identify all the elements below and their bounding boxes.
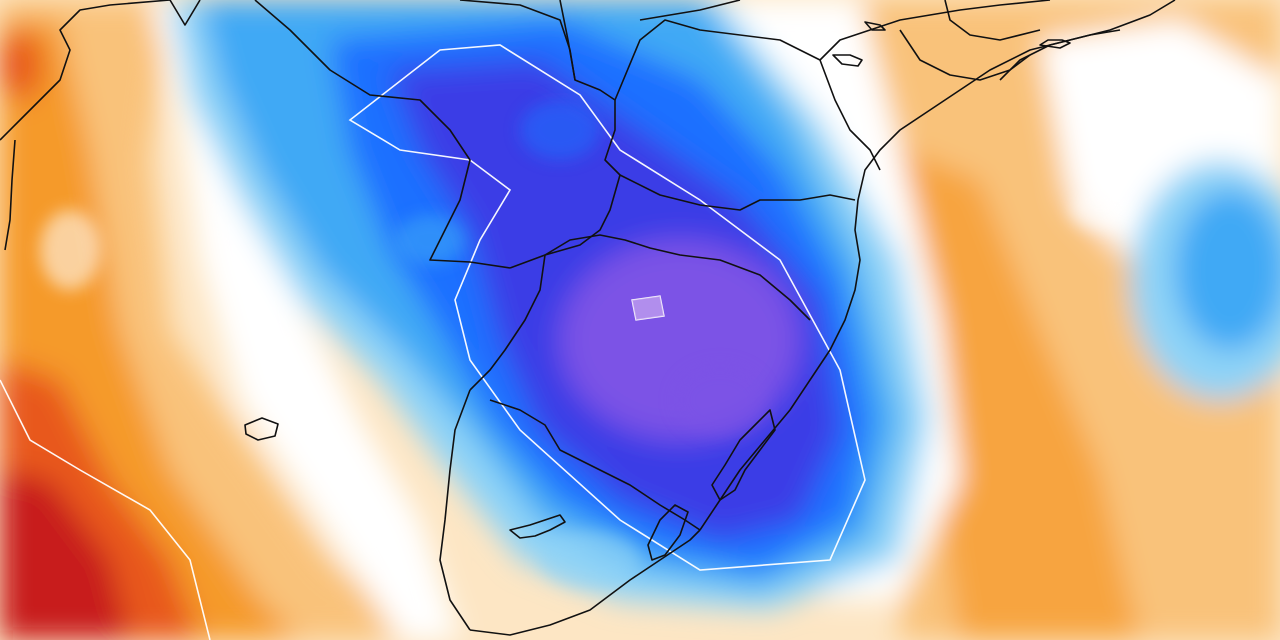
cold-blob-east-core: [1175, 190, 1280, 350]
border-brazil-paraguay: [559, 0, 576, 81]
lagoa-mirim: [647, 504, 689, 561]
island-falklands-like: [244, 417, 279, 441]
border-rs-argentina: [469, 254, 546, 391]
border-rj: [999, 29, 1121, 81]
very-cold-spot: [632, 296, 664, 320]
reservoir-2: [864, 21, 886, 31]
hot-spot-northwest: [0, 30, 42, 100]
border-parana-sc: [619, 174, 856, 211]
country-borders: [0, 0, 1176, 636]
texture-blob: [1070, 190, 1130, 230]
extreme-southwest: [0, 470, 130, 640]
border-west-chile: [4, 139, 16, 251]
texture-blob: [675, 365, 765, 435]
lagoa-dos-patos: [711, 409, 776, 501]
border-brazil-parana: [614, 19, 881, 171]
texture-blob: [520, 100, 600, 160]
reservoir-3: [1039, 39, 1071, 49]
border-northwest: [0, 0, 201, 141]
contour-cold-outer: [348, 44, 866, 571]
coastline-uruguay: [469, 529, 701, 636]
border-brazil-bolivia: [639, 0, 741, 21]
texture-blob: [540, 532, 640, 588]
reservoir-1: [832, 54, 863, 67]
border-paraguay-north: [254, 0, 511, 269]
coastline-brazil-south: [699, 0, 1176, 531]
border-paraguay-east: [459, 0, 621, 269]
hot-east-band: [880, 140, 1140, 640]
texture-blob: [395, 215, 465, 265]
texture-blob: [40, 210, 100, 290]
contour-warm-west: [0, 379, 211, 640]
border-north-tip: [944, 0, 1041, 41]
border-sc-rs: [544, 234, 811, 321]
border-uruguay: [489, 399, 701, 531]
estuary-detail: [509, 514, 566, 539]
border-uruguay-river: [439, 389, 471, 631]
border-sp-mg: [819, 0, 1051, 61]
field-texture: [40, 100, 1130, 588]
